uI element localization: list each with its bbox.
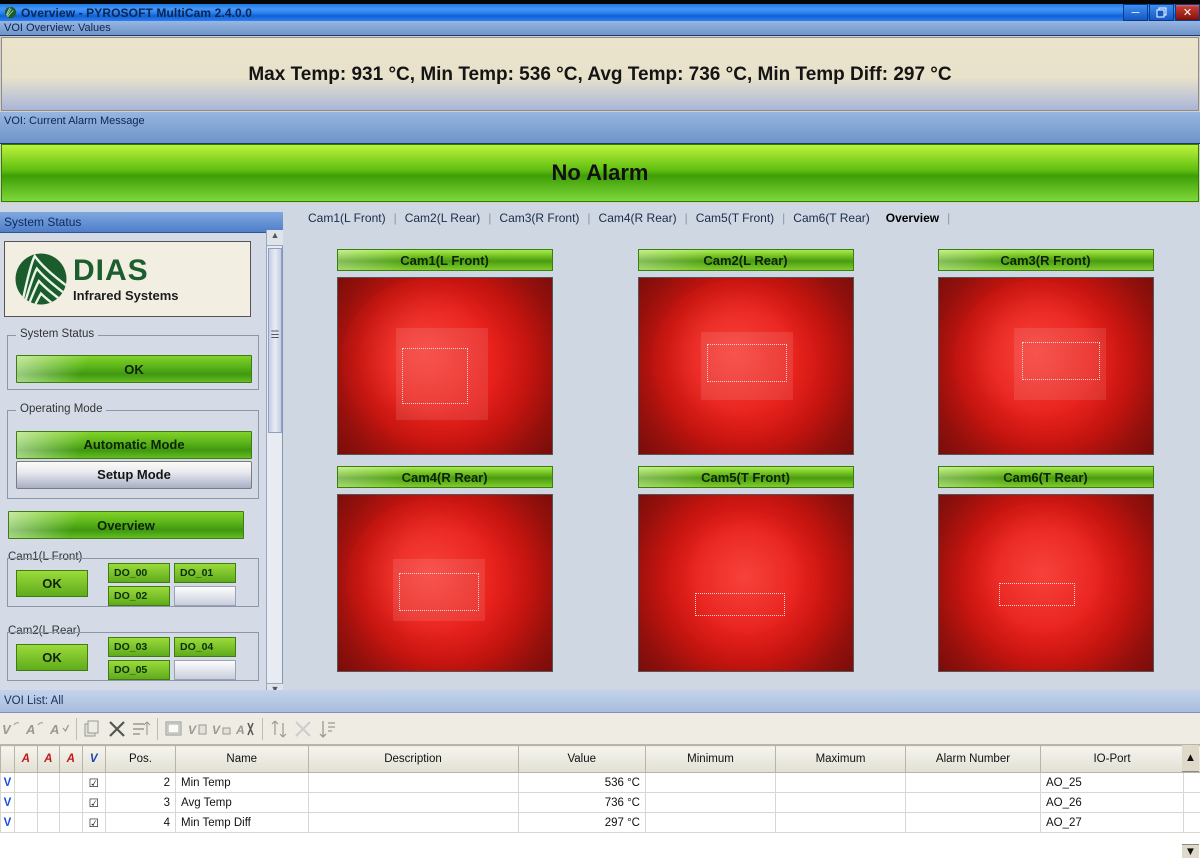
- svg-text:A: A: [50, 722, 59, 737]
- svg-text:A: A: [236, 723, 245, 737]
- svg-text:V: V: [188, 723, 197, 737]
- svg-text:V: V: [212, 723, 221, 737]
- svg-text:A: A: [26, 722, 35, 737]
- svg-text:V: V: [2, 722, 12, 737]
